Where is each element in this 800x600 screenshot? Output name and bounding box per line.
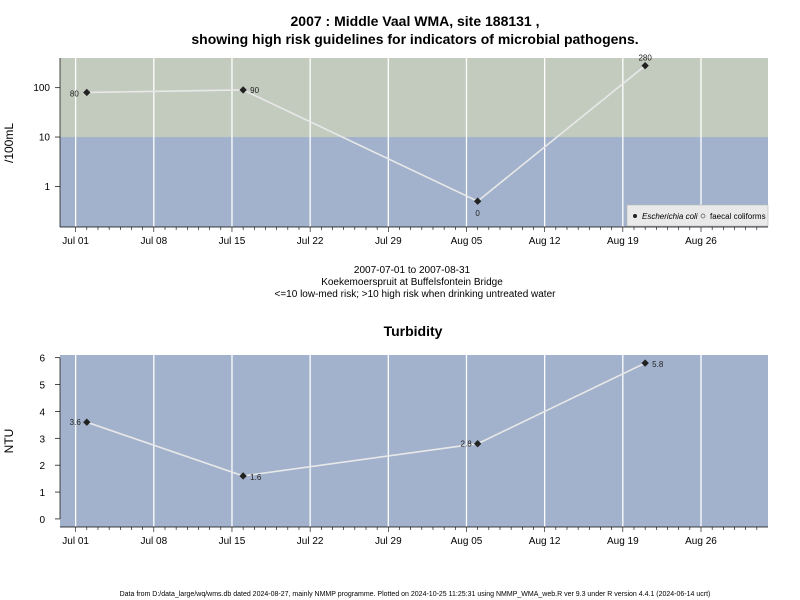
panel1-x-tick-label: Jul 15 [219,236,246,247]
panel2-y-tick-label: 3 [39,434,45,445]
panel2-grid [74,355,702,527]
panel2-x-tick-label: Jul 15 [219,536,246,547]
turbidity-data-point [641,359,649,367]
high-risk-band [60,58,768,138]
caption-date-range: 2007-07-01 to 2007-08-31 [354,265,471,276]
ecoli-data-label: 80 [70,89,79,98]
legend-marker-faecal [700,213,706,219]
panel1-x-tick-label: Jul 01 [62,236,89,247]
ecoli-data-point [83,88,91,97]
chart-title-line1: 2007 : Middle Vaal WMA, site 188131 , [291,13,540,29]
ecoli-data-label: 90 [250,86,259,95]
legend: Escherichia coli faecal coliforms [626,204,769,227]
panel2-x-tick-label: Aug 26 [685,536,717,547]
legend-marker-ecoli [633,214,637,218]
ecoli-data-label: 280 [638,54,652,63]
panel2-x-tick-label: Aug 19 [607,536,639,547]
panel1-x-tick-label: Jul 22 [297,236,324,247]
legend-label-faecal: faecal coliforms [710,212,766,221]
panel2-y-tick-label: 6 [39,354,45,365]
turbidity-data-point [239,472,247,480]
panel1-x-tick-label: Aug 05 [451,236,483,247]
panel1-y-axis-label: /100mL [2,123,16,163]
panel2-x-tick-label: Jul 01 [62,536,89,547]
panel2-x-tick-label: Jul 08 [140,536,167,547]
panel2-title: Turbidity [384,323,443,339]
panel1-x-tick-label: Jul 29 [375,236,402,247]
panel2-axes: 0 1 2 3 4 5 6 Jul 01 Jul 08 Jul 15 Jul 22 Jul 29 Aug… [39,354,768,547]
panel1-x-tick-label: Aug 12 [529,236,561,247]
turbidity-data-label: 2.8 [461,440,473,449]
panel2-y-tick-label: 4 [39,407,45,418]
panel1-x-tick-label: Aug 26 [685,236,717,247]
legend-label-ecoli: Escherichia coli [642,212,698,221]
panel2-y-tick-label: 0 [39,515,45,526]
legend-box [626,204,769,227]
turbidity-data-point [473,440,482,448]
panel2-x-tick-label: Aug 12 [529,536,561,547]
turbidity-data-label: 3.6 [70,418,82,427]
panel1-x-tick-label: Aug 19 [607,236,639,247]
panel2-y-tick-label: 1 [39,488,45,499]
panel1-y-tick-label: 1 [44,182,50,193]
panel1-grid [74,58,702,227]
ecoli-data-label: 0 [475,209,480,218]
panel1-axes: 1 10 100 Jul 01 Jul 08 Jul 15 Jul 22 Jul 29 Aug … [33,58,768,247]
panel2-y-axis-label: NTU [2,429,16,454]
panel1-series: 80 90 0 280 [70,54,652,219]
turbidity-data-label: 1.6 [250,473,262,482]
panel1-y-tick-label: 10 [39,133,51,144]
panel2-plot-area [60,355,768,527]
panel2-y-tick-label: 2 [39,461,45,472]
panel2-background [60,355,768,527]
turbidity-data-label: 5.8 [652,360,664,369]
panel2-y-tick-label: 5 [39,381,45,392]
panel2-x-tick-label: Aug 05 [451,536,483,547]
panel1-background [60,58,768,227]
panel1-y-tick-label: 100 [33,83,50,94]
chart-title-line2: showing high risk guidelines for indicat… [191,31,638,47]
panel1-x-tick-label: Jul 08 [140,236,167,247]
panel2-x-tick-label: Jul 22 [297,536,324,547]
ecoli-data-point [239,86,247,94]
caption-risk-guideline: <=10 low-med risk; >10 high risk when dr… [275,289,557,300]
caption-site-name: Koekemoerspruit at Buffelsfontein Bridge [321,277,503,288]
footer-note: Data from D:/data_large/wq/wms.db dated … [120,591,711,598]
panel2-series: 3.6 1.6 2.8 5.8 [70,359,664,482]
turbidity-series-line [86,362,646,477]
panel2-x-tick-label: Jul 29 [375,536,402,547]
ecoli-series-line [86,65,646,203]
turbidity-data-point [83,418,91,426]
